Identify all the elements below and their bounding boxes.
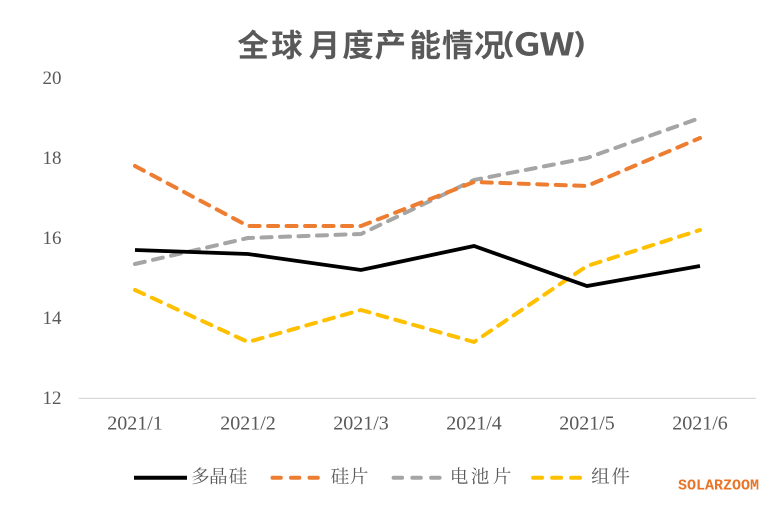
svg-text:18: 18	[43, 148, 62, 169]
svg-text:12: 12	[43, 388, 62, 409]
svg-text:14: 14	[43, 308, 63, 329]
svg-text:2021/6: 2021/6	[672, 413, 728, 435]
svg-text:2021/2: 2021/2	[220, 413, 276, 435]
svg-text:2021/1: 2021/1	[107, 413, 163, 435]
svg-text:2021/5: 2021/5	[559, 413, 615, 435]
svg-text:2021/3: 2021/3	[333, 413, 389, 435]
svg-text:SOLARZOOM: SOLARZOOM	[678, 478, 759, 495]
svg-text:20: 20	[43, 68, 62, 89]
svg-text:2021/4: 2021/4	[446, 413, 502, 435]
svg-text:16: 16	[43, 228, 62, 249]
